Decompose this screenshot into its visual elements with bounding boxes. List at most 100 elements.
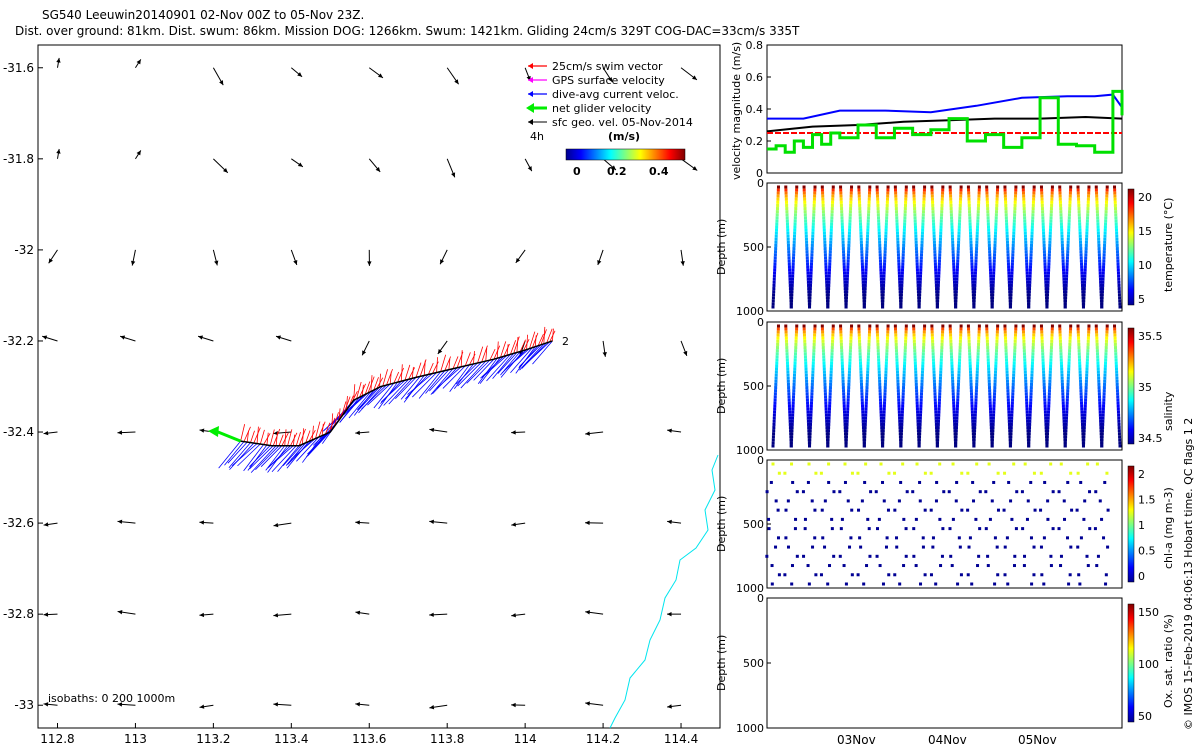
map-x-label-4: 113.6 (352, 732, 386, 746)
sfc-velocity-arrow-4 (368, 67, 384, 79)
map-surface-velocity-arrows (42, 57, 698, 710)
time-axis: 03Nov 04Nov 05Nov (837, 733, 1057, 747)
section-panel-chla: 0 500 1000 Depth (m) 2 1.5 1 0.5 0 chl-a (mg m-3) (715, 454, 1175, 595)
sfc-velocity-arrow-52 (585, 520, 604, 525)
temperature-colorbar (1127, 188, 1135, 306)
section-samples-temperature (771, 185, 1122, 309)
map-y-label-6: -32.8 (3, 607, 34, 621)
velocity-y-axis: 0 0.2 0.4 0.6 0.8 (746, 39, 771, 180)
legend-dac: dive-avg current veloc. (552, 88, 679, 101)
sfc-velocity-arrow-31 (361, 340, 370, 356)
map-x-label-3: 113.4 (274, 732, 308, 746)
oxygen-depth-label-2: 1000 (736, 722, 764, 735)
vel-y-label-2: 0.4 (746, 103, 764, 116)
sfc-velocity-arrow-10 (135, 150, 142, 160)
sfc-velocity-arrow-61 (585, 610, 604, 615)
sfc-velocity-arrow-22 (367, 249, 372, 266)
map-x-label-6: 114 (514, 732, 537, 746)
sfc-velocity-arrow-62 (667, 612, 682, 617)
chla-depth-label-0: 0 (757, 454, 764, 467)
chla-colorbar (1127, 465, 1135, 583)
temperature-depth-label-0: 0 (757, 177, 764, 190)
sfc-velocity-arrow-47 (199, 520, 214, 525)
chla-colorbar-label: chl-a (mg m-3) (1162, 487, 1175, 569)
sfc-velocity-arrow-26 (680, 249, 685, 266)
time-tick-1: 04Nov (928, 733, 967, 747)
temperature-depth-label-2: 1000 (736, 305, 764, 318)
oxygen-colorbar-label: Ox. sat. ratio (%) (1162, 614, 1175, 708)
sfc-velocity-arrow-44 (667, 428, 682, 433)
sfc-velocity-arrow-8 (680, 67, 698, 81)
chla-depth-ylabel: Depth (m) (715, 496, 728, 552)
salinity-colorbar-tick-1: 35 (1138, 381, 1152, 394)
isobaths-label: isobaths: 0 200 1000m (48, 692, 175, 705)
sfc-velocity-arrow-51 (511, 522, 526, 527)
sfc-velocity-arrow-32 (437, 340, 448, 355)
sfc-velocity-arrow-5 (446, 67, 460, 85)
sfc-velocity-arrow-3 (290, 67, 303, 78)
oxygen-colorbar-tick-0: 150 (1138, 606, 1159, 619)
map-x-label-2: 113.2 (196, 732, 230, 746)
chla-colorbar-tick-4: 0 (1138, 570, 1145, 583)
dive-avg-current-vectors (218, 340, 553, 473)
oxygen-colorbar-tick-1: 100 (1138, 658, 1159, 671)
section-panel-oxygen: 0 500 1000 Depth (m) 150 100 50 Ox. sat. ratio … (715, 592, 1175, 735)
salinity-depth-label-2: 1000 (736, 444, 764, 457)
velocity-frame (766, 44, 1123, 174)
sfc-velocity-arrow-58 (355, 610, 370, 615)
sfc-velocity-arrow-0 (56, 57, 61, 68)
sfc-velocity-arrow-63 (43, 702, 58, 707)
sfc-velocity-arrow-14 (446, 158, 456, 178)
section-samples-chla (765, 462, 1110, 586)
time-tick-2: 05Nov (1018, 733, 1057, 747)
sfc-velocity-arrow-42 (511, 430, 526, 435)
sfc-velocity-arrow-49 (355, 520, 370, 525)
vel-y-label-1: 0.2 (746, 135, 764, 148)
chla-colorbar-tick-3: 0.5 (1138, 545, 1156, 558)
chla-colorbar-tick-2: 1 (1138, 519, 1145, 532)
colorbar-tick-2: 0.4 (649, 165, 669, 178)
glider-track (208, 326, 556, 473)
legend-net: net glider velocity (552, 102, 652, 115)
sfc-velocity-arrow-20 (212, 249, 219, 266)
sfc-velocity-arrow-68 (429, 704, 448, 710)
map-colorbar (565, 148, 686, 161)
time-tick-0: 03Nov (837, 733, 876, 747)
net-glider-velocity-arrow (208, 426, 242, 443)
coastline (609, 454, 719, 729)
map-x-label-1: 113 (124, 732, 147, 746)
sfc-velocity-arrow-66 (273, 702, 292, 707)
sfc-velocity-arrow-7 (602, 67, 613, 83)
legend-gps: GPS surface velocity (552, 74, 665, 87)
velocity-series-0 (767, 93, 1123, 120)
legend-4h: 4h (530, 130, 544, 143)
temperature-colorbar-tick-3: 5 (1138, 293, 1145, 306)
sfc-velocity-arrow-64 (117, 702, 136, 707)
legend-swim: 25cm/s swim vector (552, 60, 663, 73)
map-y-label-1: -31.8 (3, 152, 34, 166)
salinity-depth-ylabel: Depth (m) (715, 358, 728, 414)
sfc-velocity-arrow-55 (117, 610, 136, 615)
chla-depth-label-2: 1000 (736, 582, 764, 595)
map-y-label-5: -32.6 (3, 516, 34, 530)
map-legend: 25cm/s swim vector GPS surface velocity … (526, 60, 693, 178)
sfc-velocity-arrow-2 (212, 67, 224, 86)
sfc-velocity-arrow-17 (680, 158, 698, 171)
oxygen-colorbar (1127, 603, 1135, 723)
map-x-axis: 112.8 113 113.2 113.4 113.6 113.8 114 114.2 114.… (40, 723, 698, 746)
sfc-velocity-arrow-70 (585, 701, 604, 706)
sfc-velocity-arrow-57 (273, 613, 292, 618)
sfc-velocity-arrow-27 (42, 335, 58, 342)
sfc-velocity-arrow-37 (117, 430, 136, 435)
track-end-label: 2 (562, 335, 569, 348)
salinity-depth-label-0: 0 (757, 316, 764, 329)
sfc-velocity-arrow-15 (524, 158, 533, 172)
track-line (240, 340, 553, 447)
temperature-colorbar-tick-2: 10 (1138, 259, 1152, 272)
sfc-velocity-arrow-36 (43, 430, 58, 436)
sfc-velocity-arrow-71 (667, 704, 682, 709)
sfc-velocity-arrow-16 (602, 158, 617, 171)
sfc-velocity-arrow-41 (429, 427, 448, 433)
sfc-velocity-arrow-48 (273, 522, 292, 528)
